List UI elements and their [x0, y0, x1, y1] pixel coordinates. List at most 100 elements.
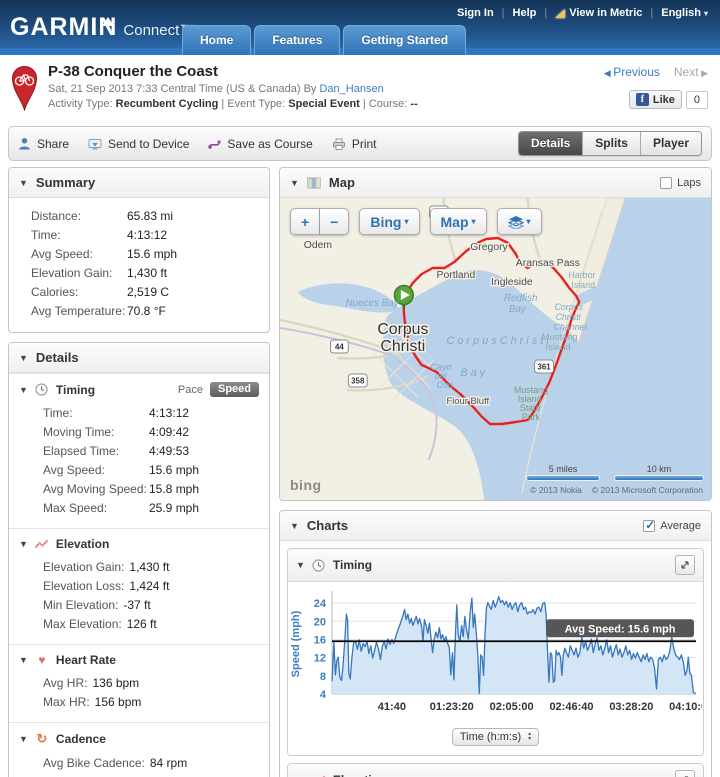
map-scale: 5 miles 10 km — [527, 464, 703, 480]
timing-chart-header[interactable]: ▼ Timing — [288, 549, 703, 582]
summary-row: Time: 4:13:12 — [31, 228, 168, 242]
start-marker[interactable] — [393, 284, 415, 311]
activity-title: P-38 Conquer the Coast — [48, 63, 219, 80]
elevation-section-header[interactable]: ▼ Elevation — [19, 537, 110, 551]
svg-text:Oso: Oso — [437, 380, 453, 390]
garmin-connect-logo[interactable]: GARMIN Connect™ — [10, 13, 194, 42]
cadence-row: Max Bike Cadence:205 rpm — [43, 773, 269, 777]
collapse-triangle-icon[interactable]: ▼ — [19, 352, 28, 363]
elevation-chart-header[interactable]: ▼ Elevation — [288, 764, 703, 777]
help-link[interactable]: Help — [512, 7, 537, 19]
bing-logo[interactable]: bing — [290, 477, 322, 493]
route-track[interactable] — [402, 236, 581, 426]
map-image[interactable]: 181 35 44 358 361 Odem Gregory Portland … — [280, 198, 711, 500]
scale-bar-miles — [527, 476, 599, 480]
layers-icon — [507, 215, 524, 229]
collapse-triangle-icon[interactable]: ▼ — [296, 775, 305, 777]
summary-header[interactable]: ▼ Summary — [9, 168, 269, 198]
collapse-triangle-icon[interactable]: ▼ — [19, 384, 28, 395]
map-provider-dropdown[interactable]: Bing ▾ — [359, 208, 420, 235]
collapse-triangle-icon[interactable]: ▼ — [19, 539, 28, 549]
collapse-triangle-icon[interactable]: ▼ — [290, 177, 299, 188]
view-in-metric-link[interactable]: View in Metric — [555, 7, 642, 19]
share-button[interactable]: Share — [18, 137, 69, 151]
previous-button[interactable]: ◀ Previous — [603, 65, 660, 79]
top-navbar: GARMIN Connect™ Home Features Getting St… — [0, 0, 720, 55]
arrow-left-icon: ◀ — [603, 68, 614, 78]
svg-text:358: 358 — [351, 376, 365, 385]
printer-icon — [332, 138, 345, 150]
tab-splits[interactable]: Splits — [582, 132, 640, 155]
save-as-course-button[interactable]: Save as Course — [208, 137, 313, 151]
svg-text:C o r p u s C h r i s t i: C o r p u s C h r i s t i — [446, 335, 549, 347]
svg-text:Christi: Christi — [380, 338, 425, 355]
activity-pin-icon — [10, 63, 44, 116]
collapse-triangle-icon[interactable]: ▼ — [19, 177, 28, 188]
svg-text:Avg Speed: 15.6 mph: Avg Speed: 15.6 mph — [565, 623, 676, 635]
cadence-section-header[interactable]: ▼ ↻ Cadence — [19, 731, 106, 746]
svg-text:41:40: 41:40 — [378, 701, 406, 713]
tab-player[interactable]: Player — [639, 132, 701, 155]
pace-toggle[interactable]: Pace — [177, 383, 203, 396]
heart-rate-section-header[interactable]: ▼ ♥ Heart Rate — [19, 653, 116, 667]
svg-text:Speed (mph): Speed (mph) — [290, 610, 302, 677]
map-header[interactable]: ▼ Map Laps — [280, 168, 711, 198]
charts-header[interactable]: ▼ Charts Average — [280, 511, 711, 541]
svg-text:Christi: Christi — [555, 312, 581, 322]
separator: | — [650, 7, 654, 19]
timing-section-header[interactable]: ▼ Timing Pace Speed — [9, 374, 269, 402]
utility-links: Sign In | Help | View in Metric | Englis… — [457, 7, 708, 19]
sign-in-link[interactable]: Sign In — [457, 7, 494, 19]
speed-chart[interactable]: 4 8 12 16 20 24 Speed (mph) 41:40 01:23:20 02:05:… — [288, 588, 703, 722]
chevron-down-icon: ▾ — [703, 9, 708, 18]
chevron-down-icon: ▾ — [404, 217, 409, 226]
laps-checkbox[interactable] — [660, 176, 673, 189]
expand-chart-button[interactable] — [675, 555, 695, 575]
gulf-water — [522, 198, 711, 500]
facebook-like-button[interactable]: f Like — [628, 90, 682, 109]
bay-water — [382, 269, 583, 500]
svg-text:Cayo: Cayo — [431, 362, 452, 372]
svg-text:Channel: Channel — [553, 322, 587, 332]
svg-text:B a y: B a y — [460, 367, 486, 379]
svg-text:Corpus: Corpus — [377, 321, 428, 338]
map-style-dropdown[interactable]: Map ▾ — [429, 208, 487, 235]
timing-chart-panel: ▼ Timing 4 8 12 16 20 24 Speed (mph) 41:40 01:23… — [287, 548, 704, 756]
svg-text:Harbor: Harbor — [568, 270, 595, 280]
nav-tab-getting-started[interactable]: Getting Started — [343, 25, 467, 55]
collapse-triangle-icon[interactable]: ▼ — [19, 655, 28, 665]
send-to-device-button[interactable]: Send to Device — [88, 137, 189, 151]
collapse-triangle-icon[interactable]: ▼ — [290, 520, 299, 531]
x-axis-selector[interactable]: Time (h:m:s) ▴ ▾ — [451, 728, 540, 746]
print-button[interactable]: Print — [332, 137, 377, 151]
collapse-triangle-icon[interactable]: ▼ — [19, 734, 28, 744]
svg-text:Bay: Bay — [509, 304, 527, 315]
average-toggle[interactable]: Average — [643, 518, 701, 532]
zoom-in-button[interactable]: + — [290, 208, 321, 235]
heart-rate-row: Max HR: 156 bpm — [43, 695, 142, 709]
ruler-triangle-icon — [555, 8, 566, 18]
details-header[interactable]: ▼ Details — [9, 343, 269, 373]
laps-toggle[interactable]: Laps — [660, 176, 701, 189]
tab-details[interactable]: Details — [518, 132, 583, 155]
author-link[interactable]: Dan_Hansen — [319, 83, 384, 95]
map-layers-dropdown[interactable]: ▾ — [496, 208, 542, 235]
collapse-triangle-icon[interactable]: ▼ — [296, 560, 305, 570]
activity-header: P-38 Conquer the Coast Sat, 21 Sep 2013 … — [0, 55, 720, 122]
average-checkbox[interactable] — [643, 518, 655, 532]
svg-text:Park: Park — [522, 412, 541, 422]
expand-icon — [681, 561, 689, 569]
nav-tab-features[interactable]: Features — [254, 25, 341, 55]
svg-text:20: 20 — [314, 616, 326, 628]
timing-row: Moving Time: 4:09:42 — [43, 425, 190, 439]
svg-text:Mustang: Mustang — [542, 332, 578, 343]
nav-tab-home[interactable]: Home — [182, 25, 252, 55]
expand-chart-button[interactable] — [675, 770, 695, 777]
zoom-out-button[interactable]: − — [320, 208, 350, 235]
map-canvas[interactable]: 181 35 44 358 361 Odem Gregory Portland … — [280, 198, 711, 500]
next-button[interactable]: Next ▶ — [673, 65, 708, 79]
language-dropdown[interactable]: English ▾ — [661, 7, 708, 19]
speed-toggle[interactable]: Speed — [209, 382, 259, 397]
svg-text:State: State — [520, 403, 541, 413]
